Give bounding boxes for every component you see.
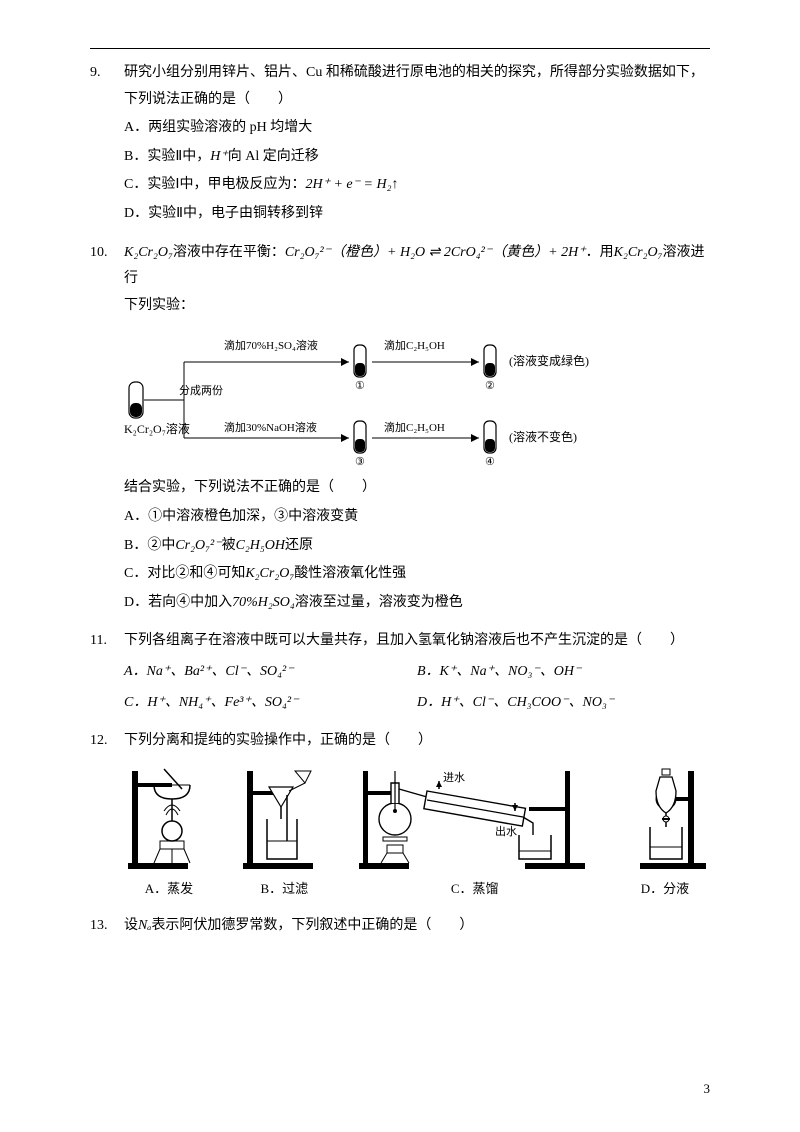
q10-d-pre: D．若向④中加入 xyxy=(124,595,232,610)
q10-flow-diagram: K₂Cr₂O₇溶液 分成两份 滴加70%H₂SO₄溶液 ① 滴加C₂H₅OH ②… xyxy=(124,327,710,467)
d-b2s2: 滴加C₂H₅OH xyxy=(384,420,445,434)
q9-stem-line2: 下列说法正确的是（ ） xyxy=(124,87,710,114)
q11-option-c: C．H⁺、NH₄⁺、Fe³⁺、SO₄²⁻ xyxy=(124,690,417,717)
q12-stem: 下列分离和提纯的实验操作中，正确的是（ ） xyxy=(124,728,710,755)
q10-stem-line2: 下列实验： xyxy=(124,293,710,320)
d-n3: ③ xyxy=(355,456,365,467)
q10-eq: Cr₂O₇²⁻（橙色）+ H₂O ⇌ 2CrO₄²⁻（黄色）+ 2H⁺ xyxy=(285,245,586,260)
question-11: 11. 下列各组离子在溶液中既可以大量共存，且加入氢氧化钠溶液后也不产生沉淀的是… xyxy=(90,628,710,716)
d-b1r: (溶液变成绿色) xyxy=(509,353,589,368)
q12-apparatus-c: 进水 出水 C．蒸馏 xyxy=(355,763,595,902)
q10-stem-line1: K₂Cr₂O₇溶液中存在平衡：Cr₂O₇²⁻（橙色）+ H₂O ⇌ 2CrO₄²… xyxy=(124,240,710,293)
q10-b-f1: Cr₂O₇²⁻ xyxy=(175,538,221,553)
q12-c-in: 进水 xyxy=(443,771,465,784)
d-root: K₂Cr₂O₇溶液 xyxy=(124,421,190,436)
q12-label-c: C．蒸馏 xyxy=(355,877,595,902)
q9-c-pre: C．实验Ⅰ中，甲电极反应为： xyxy=(124,177,305,192)
q10-option-a: A．①中溶液橙色加深，③中溶液变黄 xyxy=(124,504,710,531)
q9-c-formula: 2H⁺ + e⁻ = H₂↑ xyxy=(305,177,398,192)
q11-option-b: B．K⁺、Na⁺、NO₃⁻、OH⁻ xyxy=(417,659,710,686)
q13-pre: 设 xyxy=(124,918,138,933)
d-n2: ② xyxy=(485,380,495,392)
q11-number: 11. xyxy=(90,628,124,655)
q10-b-mid: 被 xyxy=(222,538,236,553)
page-top-rule xyxy=(90,48,710,49)
q10-c-post: 酸性溶液氧化性强 xyxy=(294,566,406,581)
d-n1: ① xyxy=(355,380,365,392)
q10-stem-f1: K₂Cr₂O₇ xyxy=(124,245,173,260)
q10-c-f: K₂Cr₂O₇ xyxy=(245,566,294,581)
q9-number: 9. xyxy=(90,60,124,87)
q10-b-pre: B．②中 xyxy=(124,538,175,553)
d-b1s2: 滴加C₂H₅OH xyxy=(384,338,445,352)
q12-label-a: A．蒸发 xyxy=(124,877,214,902)
q11-option-a: A．Na⁺、Ba²⁺、Cl⁻、SO₄²⁻ xyxy=(124,659,417,686)
q11-option-d: D．H⁺、Cl⁻、CH₃COO⁻、NO₃⁻ xyxy=(417,690,710,717)
q9-b-formula: H⁺ xyxy=(210,149,228,164)
d-split: 分成两份 xyxy=(179,384,223,397)
q10-stem-m1: 溶液中存在平衡： xyxy=(173,245,285,260)
q9-option-c: C．实验Ⅰ中，甲电极反应为：2H⁺ + e⁻ = H₂↑ xyxy=(124,172,710,199)
q10-stem-f2: K₂Cr₂O₇ xyxy=(614,245,663,260)
question-12: 12. 下列分离和提纯的实验操作中，正确的是（ ） A．蒸发 xyxy=(90,728,710,901)
q9-option-b: B．实验Ⅱ中，H⁺向 Al 定向迁移 xyxy=(124,144,710,171)
q13-f: Nₐ xyxy=(138,918,151,933)
q10-option-c: C．对比②和④可知K₂Cr₂O₇酸性溶液氧化性强 xyxy=(124,561,710,588)
q9-option-a: A．两组实验溶液的 pH 均增大 xyxy=(124,115,710,142)
q12-apparatus-row: A．蒸发 B．过滤 xyxy=(124,763,710,902)
q11-stem: 下列各组离子在溶液中既可以大量共存，且加入氢氧化钠溶液后也不产生沉淀的是（ ） xyxy=(124,628,710,655)
d-b2s1: 滴加30%NaOH溶液 xyxy=(224,420,317,434)
q12-c-out: 出水 xyxy=(495,824,517,838)
q10-number: 10. xyxy=(90,240,124,293)
q10-stem-m2: ．用 xyxy=(586,245,614,260)
question-13: 13. 设Nₐ表示阿伏加德罗常数，下列叙述中正确的是（ ） xyxy=(90,913,710,940)
q12-label-d: D．分液 xyxy=(620,877,710,902)
q10-c-pre: C．对比②和④可知 xyxy=(124,566,245,581)
q12-number: 12. xyxy=(90,728,124,755)
page-number: 3 xyxy=(704,1077,711,1102)
q9-b-pre: B．实验Ⅱ中， xyxy=(124,149,210,164)
q9-stem-line1: 研究小组分别用锌片、铝片、Cu 和稀硫酸进行原电池的相关的探究，所得部分实验数据… xyxy=(124,60,710,87)
q13-post: 表示阿伏加德罗常数，下列叙述中正确的是（ ） xyxy=(151,918,473,933)
q13-number: 13. xyxy=(90,913,124,940)
d-b2r: (溶液不变色) xyxy=(509,429,577,444)
q12-label-b: B．过滤 xyxy=(239,877,329,902)
question-9: 9. 研究小组分别用锌片、铝片、Cu 和稀硫酸进行原电池的相关的探究，所得部分实… xyxy=(90,60,710,228)
q10-b-f2: C₂H₅OH xyxy=(236,538,285,553)
d-n4: ④ xyxy=(485,456,495,467)
q9-b-post: 向 Al 定向迁移 xyxy=(228,149,319,164)
question-10: 10. K₂Cr₂O₇溶液中存在平衡：Cr₂O₇²⁻（橙色）+ H₂O ⇌ 2C… xyxy=(90,240,710,617)
q12-apparatus-d: D．分液 xyxy=(620,763,710,902)
q13-stem: 设Nₐ表示阿伏加德罗常数，下列叙述中正确的是（ ） xyxy=(124,913,710,940)
q12-apparatus-b: B．过滤 xyxy=(239,763,329,902)
q10-option-d: D．若向④中加入70%H₂SO₄溶液至过量，溶液变为橙色 xyxy=(124,590,710,617)
q10-option-b: B．②中Cr₂O₇²⁻被C₂H₅OH还原 xyxy=(124,533,710,560)
q10-d-f: 70%H₂SO₄ xyxy=(232,595,295,610)
q12-apparatus-a: A．蒸发 xyxy=(124,763,214,902)
d-b1s1: 滴加70%H₂SO₄溶液 xyxy=(224,338,318,352)
q10-d-post: 溶液至过量，溶液变为橙色 xyxy=(295,595,463,610)
q10-after: 结合实验，下列说法不正确的是（ ） xyxy=(124,475,710,502)
q10-b-post: 还原 xyxy=(285,538,313,553)
q9-option-d: D．实验Ⅱ中，电子由铜转移到锌 xyxy=(124,201,710,228)
